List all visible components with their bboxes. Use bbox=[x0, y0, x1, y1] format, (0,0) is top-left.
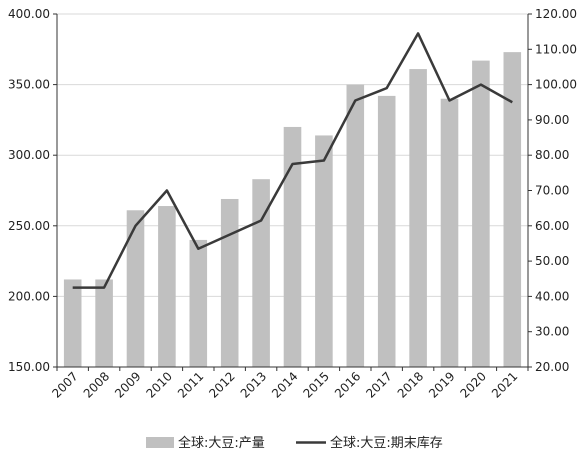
left-tick-label: 350.00 bbox=[8, 78, 50, 92]
bar-2020 bbox=[472, 60, 490, 367]
x-tick-label: 2009 bbox=[112, 369, 143, 400]
right-tick-label: 40.00 bbox=[535, 289, 569, 303]
bar-2017 bbox=[377, 95, 396, 368]
bar-2009 bbox=[126, 210, 145, 367]
left-tick-label: 400.00 bbox=[8, 7, 50, 21]
x-tick-label: 2008 bbox=[81, 369, 112, 400]
bar-2011 bbox=[189, 239, 208, 367]
bar-2012 bbox=[220, 198, 239, 367]
bar-2007 bbox=[63, 279, 82, 367]
x-tick-label: 2015 bbox=[301, 369, 332, 400]
x-tick-label: 2007 bbox=[49, 369, 80, 400]
bar-2016 bbox=[346, 84, 365, 367]
left-axis-ticks: 150.00 200.00 250.00 300.00 350.00 400.00 bbox=[8, 7, 57, 374]
line-series bbox=[72, 32, 513, 289]
right-tick-label: 110.00 bbox=[535, 42, 577, 56]
right-axis-ticks: 20.00 30.00 40.00 50.00 60.00 70.00 80.00 90.00… bbox=[528, 7, 577, 374]
x-tick-label: 2013 bbox=[238, 369, 269, 400]
right-tick-label: 20.00 bbox=[535, 360, 569, 374]
bar-2019 bbox=[440, 98, 459, 367]
bar-2008 bbox=[95, 279, 113, 367]
right-tick-label: 90.00 bbox=[535, 113, 569, 127]
left-tick-label: 200.00 bbox=[8, 289, 50, 303]
left-tick-label: 300.00 bbox=[8, 148, 50, 162]
right-tick-label: 120.00 bbox=[535, 7, 577, 21]
bar-2014 bbox=[283, 126, 302, 368]
left-tick-label: 150.00 bbox=[8, 360, 50, 374]
legend-label-production: 全球:大豆:产量 bbox=[178, 435, 265, 451]
right-tick-label: 60.00 bbox=[535, 219, 569, 233]
x-tick-label: 2018 bbox=[395, 369, 426, 400]
right-tick-label: 30.00 bbox=[535, 325, 569, 339]
x-tick-label: 2016 bbox=[332, 369, 363, 400]
bar-2015 bbox=[315, 135, 333, 367]
x-axis-ticks: 2007 2008 2009 2010 2011 2012 2013 2014 2015 2016… bbox=[49, 367, 529, 401]
legend-swatch-production bbox=[146, 437, 174, 448]
x-tick-label: 2014 bbox=[269, 369, 300, 400]
x-tick-label: 2021 bbox=[489, 369, 520, 400]
legend: 全球:大豆:产量 全球:大豆:期末库存 bbox=[146, 435, 443, 451]
x-tick-label: 2011 bbox=[175, 369, 206, 400]
bar-series bbox=[63, 52, 522, 368]
x-tick-label: 2010 bbox=[144, 369, 175, 400]
x-tick-label: 2017 bbox=[363, 369, 394, 400]
x-tick-label: 2020 bbox=[458, 369, 489, 400]
x-tick-label: 2012 bbox=[206, 369, 237, 400]
bar-2021 bbox=[503, 52, 522, 368]
right-tick-label: 70.00 bbox=[535, 184, 569, 198]
left-tick-label: 250.00 bbox=[8, 219, 50, 233]
x-tick-label: 2019 bbox=[426, 369, 457, 400]
right-tick-label: 80.00 bbox=[535, 148, 569, 162]
right-tick-label: 50.00 bbox=[535, 254, 569, 268]
right-tick-label: 100.00 bbox=[535, 78, 577, 92]
bar-2018 bbox=[409, 69, 427, 368]
bar-2010 bbox=[158, 206, 176, 367]
legend-label-ending-stocks: 全球:大豆:期末库存 bbox=[330, 435, 443, 451]
bar-2013 bbox=[252, 179, 270, 367]
